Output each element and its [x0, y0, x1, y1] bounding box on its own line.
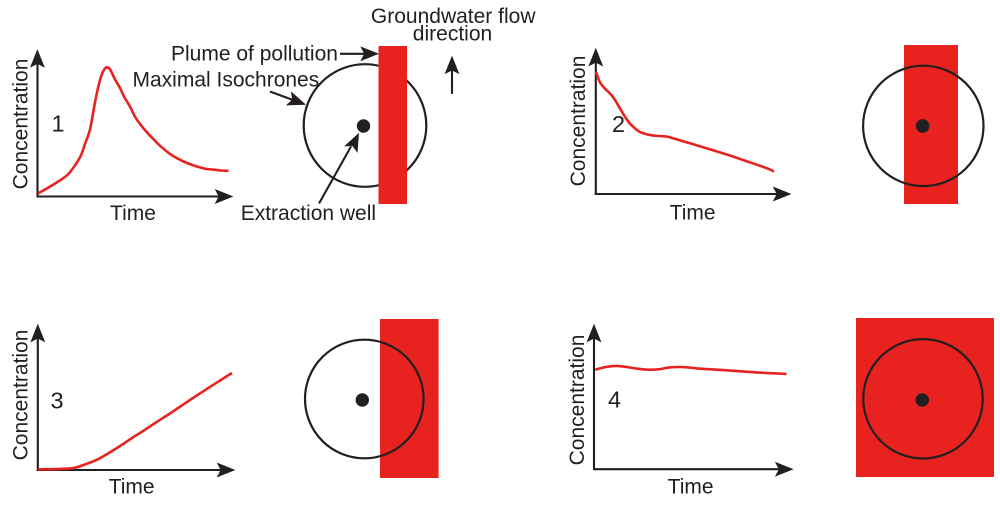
svg-text:3: 3: [50, 388, 63, 414]
svg-text:Concentration: Concentration: [10, 59, 33, 190]
svg-text:Concentration: Concentration: [567, 56, 590, 187]
svg-text:Time: Time: [668, 476, 714, 499]
svg-text:Concentration: Concentration: [10, 330, 33, 461]
svg-text:Time: Time: [670, 202, 716, 225]
svg-text:Groundwater flow: Groundwater flow: [371, 5, 536, 28]
svg-text:Maximal Isochrones: Maximal Isochrones: [133, 68, 320, 91]
svg-text:1: 1: [51, 111, 64, 137]
svg-text:Time: Time: [110, 202, 156, 225]
svg-text:direction: direction: [413, 23, 492, 46]
svg-text:Plume of pollution: Plume of pollution: [171, 43, 338, 66]
svg-text:2: 2: [612, 111, 625, 137]
svg-text:Concentration: Concentration: [566, 335, 589, 466]
svg-text:4: 4: [608, 387, 621, 413]
svg-text:Extraction well: Extraction well: [241, 202, 376, 225]
svg-text:Time: Time: [109, 476, 155, 499]
